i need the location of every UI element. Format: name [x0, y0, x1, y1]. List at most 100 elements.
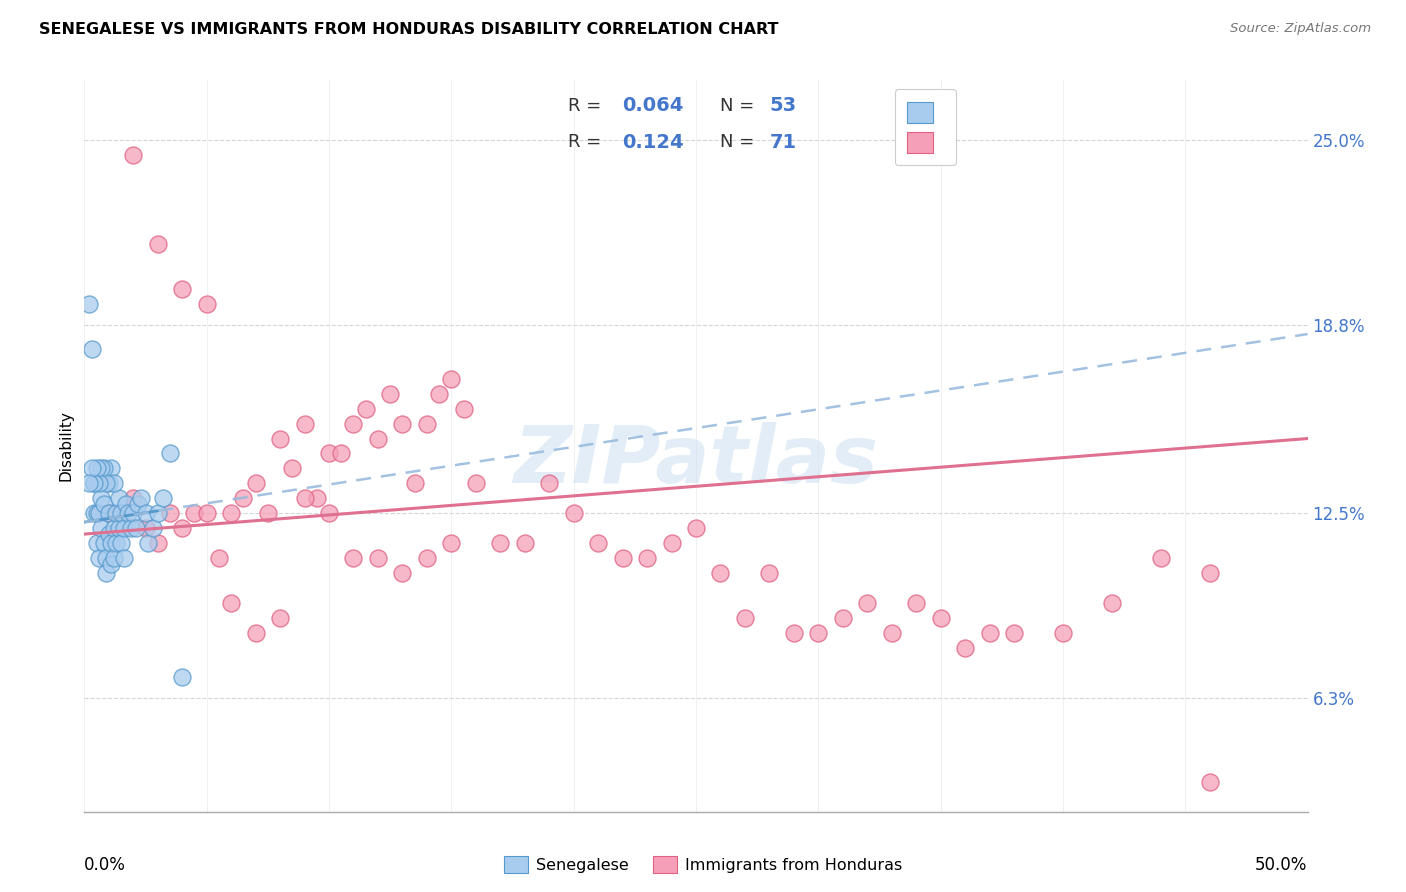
Point — [90, 461, 112, 475]
Point — [146, 237, 169, 252]
Point — [734, 610, 756, 624]
Point — [1052, 625, 1074, 640]
Text: Source: ZipAtlas.com: Source: ZipAtlas.com — [1230, 22, 1371, 36]
Point — [115, 497, 138, 511]
Point — [100, 461, 122, 475]
Point — [953, 640, 976, 655]
Point — [453, 401, 475, 416]
Point — [86, 461, 108, 475]
Text: N =: N = — [720, 134, 755, 152]
Point — [979, 625, 1001, 640]
Point — [152, 491, 174, 506]
Point — [416, 417, 439, 431]
Point — [342, 551, 364, 566]
Point — [100, 557, 122, 571]
Point — [96, 476, 118, 491]
Point — [86, 536, 108, 550]
Point — [807, 625, 830, 640]
Point — [562, 506, 585, 520]
Point — [1101, 596, 1123, 610]
Text: 0.124: 0.124 — [623, 133, 685, 152]
Point — [195, 297, 218, 311]
Point — [464, 476, 486, 491]
Point — [172, 670, 194, 684]
Y-axis label: Disability: Disability — [58, 410, 73, 482]
Point — [354, 401, 377, 416]
Point — [636, 551, 658, 566]
Point — [427, 386, 450, 401]
Text: R =: R = — [568, 97, 600, 115]
Point — [159, 506, 181, 520]
Point — [112, 551, 135, 566]
Point — [391, 566, 413, 580]
Point — [685, 521, 707, 535]
Point — [125, 521, 148, 535]
Point — [489, 536, 512, 550]
Point — [905, 596, 928, 610]
Point — [135, 506, 157, 520]
Point — [269, 610, 291, 624]
Point — [112, 521, 135, 535]
Point — [122, 491, 145, 506]
Point — [219, 506, 242, 520]
Point — [440, 536, 463, 550]
Point — [129, 491, 152, 506]
Point — [367, 432, 389, 446]
Point — [97, 506, 120, 520]
Text: 53: 53 — [769, 96, 796, 115]
Point — [83, 476, 105, 491]
Text: N =: N = — [720, 97, 755, 115]
Point — [110, 506, 132, 520]
Point — [219, 596, 242, 610]
Point — [80, 461, 103, 475]
Point — [87, 551, 110, 566]
Point — [80, 342, 103, 356]
Point — [232, 491, 254, 506]
Point — [97, 527, 120, 541]
Point — [97, 476, 120, 491]
Point — [146, 536, 169, 550]
Point — [110, 536, 132, 550]
Point — [122, 148, 145, 162]
Point — [783, 625, 806, 640]
Point — [97, 506, 120, 520]
Point — [83, 476, 105, 491]
Point — [87, 506, 110, 520]
Point — [146, 506, 169, 520]
Point — [612, 551, 634, 566]
Point — [96, 551, 118, 566]
Point — [330, 446, 353, 460]
Point — [269, 432, 291, 446]
Point — [135, 521, 157, 535]
Point — [1198, 775, 1220, 789]
Point — [93, 461, 115, 475]
Point — [281, 461, 304, 475]
Point — [120, 521, 142, 535]
Point — [103, 521, 125, 535]
Point — [142, 521, 165, 535]
Text: R =: R = — [568, 134, 600, 152]
Point — [93, 536, 115, 550]
Point — [318, 506, 340, 520]
Point — [1198, 566, 1220, 580]
Point — [709, 566, 731, 580]
Point — [107, 521, 129, 535]
Point — [661, 536, 683, 550]
Point — [856, 596, 879, 610]
Point — [105, 536, 128, 550]
Legend: , : , — [894, 89, 956, 165]
Point — [294, 491, 316, 506]
Point — [318, 446, 340, 460]
Point — [391, 417, 413, 431]
Point — [100, 536, 122, 550]
Text: 50.0%: 50.0% — [1256, 855, 1308, 873]
Point — [586, 536, 609, 550]
Point — [538, 476, 561, 491]
Point — [159, 446, 181, 460]
Point — [208, 551, 231, 566]
Point — [195, 506, 218, 520]
Point — [90, 491, 112, 506]
Point — [183, 506, 205, 520]
Point — [103, 476, 125, 491]
Point — [77, 476, 100, 491]
